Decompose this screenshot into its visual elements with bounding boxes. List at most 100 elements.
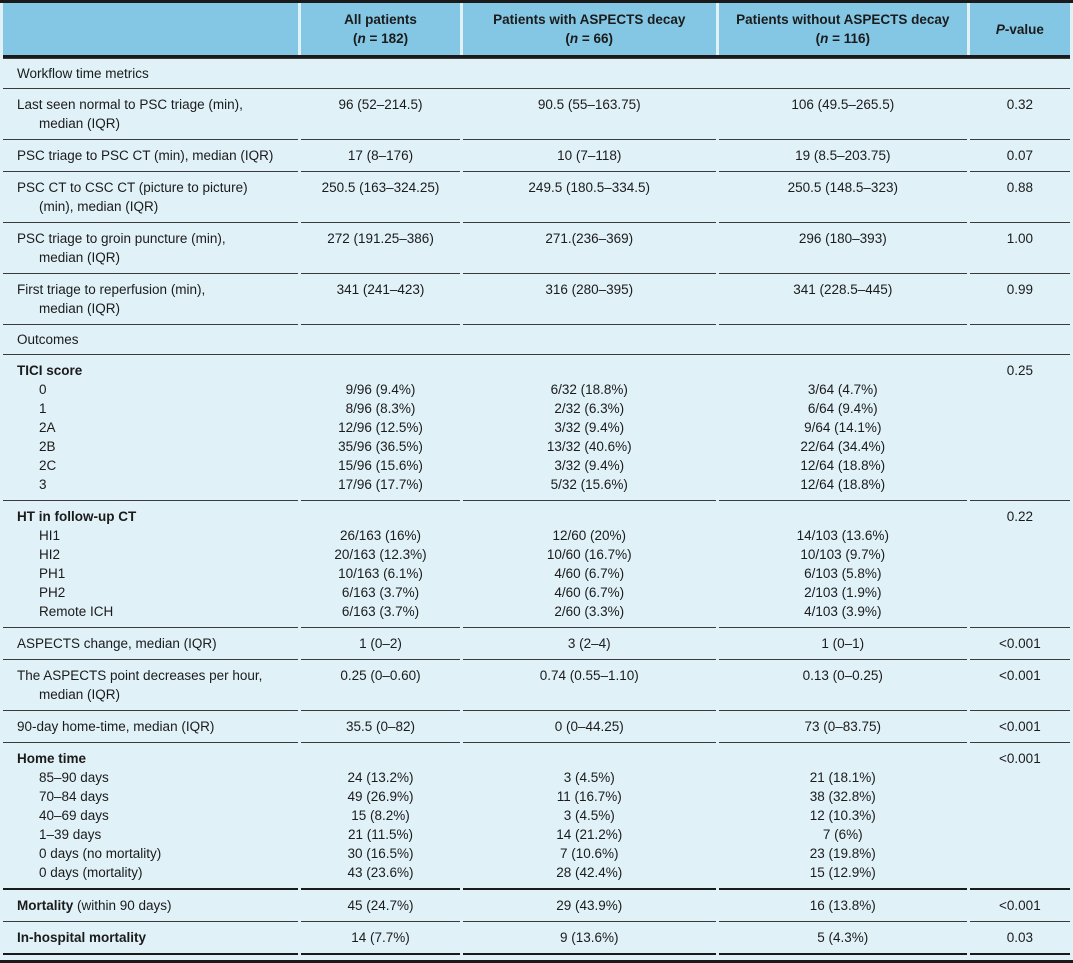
value-cell: 341 (228.5–445) <box>718 274 967 325</box>
group-item-value: 11 (16.7%) <box>556 789 622 804</box>
group-item-label: PH2 <box>39 585 66 600</box>
row-label-line2: (min), median (IQR) <box>39 199 159 214</box>
row-label: ASPECTS change, median (IQR) <box>3 628 299 660</box>
group-item-label: 1–39 days <box>39 827 102 842</box>
p-value-cell: 0.88 <box>969 172 1070 223</box>
group-item-label: 0 <box>39 382 47 397</box>
p-value-cell: 0.03 <box>969 922 1070 955</box>
row-label-line2: median (IQR) <box>39 250 121 265</box>
value-cell: 316 (280–395) <box>462 274 716 325</box>
group-value-spacer <box>721 749 965 768</box>
row-label-text: Last seen normal to PSC triage (min), <box>17 97 243 112</box>
table-row: PSC triage to PSC CT (min), median (IQR)… <box>3 140 1070 172</box>
column-header-p-value: P-value <box>969 3 1070 55</box>
row-label-line: PSC CT to CSC CT (picture to picture) <box>17 178 294 197</box>
group-item-value: 9/96 (9.4%) <box>345 382 416 397</box>
row-label-text: The ASPECTS point decreases per hour, <box>17 668 263 683</box>
group-item-value: 2/32 (6.3%) <box>554 401 625 416</box>
p-value-cell: 0.32 <box>969 89 1070 140</box>
value-cell: 73 (0–83.75) <box>718 711 967 743</box>
row-label: First triage to reperfusion (min), median… <box>3 274 299 325</box>
table-row: PSC triage to groin puncture (min), media… <box>3 223 1070 274</box>
section-label: Workflow time metrics <box>3 59 1070 89</box>
group-title: Home time <box>17 751 87 766</box>
column-n: (n = 182) <box>352 31 409 46</box>
row-label-line: The ASPECTS point decreases per hour, <box>17 666 294 685</box>
column-n: (n = 66) <box>565 31 614 46</box>
group-item-value: 10/163 (6.1%) <box>338 566 423 581</box>
group-item-value: 7 (10.6%) <box>559 846 619 861</box>
group-value-spacer <box>303 507 457 526</box>
value-cell: 17 (8–176) <box>301 140 460 172</box>
row-label: PSC triage to PSC CT (min), median (IQR) <box>3 140 299 172</box>
row-label-line: In-hospital mortality <box>17 928 294 947</box>
group-value-cell: 12/60 (20%) 10/60 (16.7%) 4/60 (6.7%) 4/60 … <box>462 501 716 628</box>
row-label-text: ASPECTS change, median (IQR) <box>17 636 217 651</box>
table-row: ASPECTS change, median (IQR) 1 (0–2) 3 (2–… <box>3 628 1070 660</box>
value-cell: 10 (7–118) <box>462 140 716 172</box>
group-label-cell: Home time 85–90 days 70–84 days 40–69 days 1… <box>3 743 299 890</box>
table-row: In-hospital mortality 14 (7.7%) 9 (13.6%) 5… <box>3 922 1070 955</box>
p-value-cell: 0.22 <box>969 501 1070 628</box>
group-value-spacer <box>721 361 965 380</box>
group-value-cell: 21 (18.1%) 38 (32.8%) 12 (10.3%) 7 (6%) 23 (… <box>718 743 967 890</box>
group-value-cell: 3/64 (4.7%) 6/64 (9.4%) 9/64 (14.1%) 22/64 … <box>718 355 967 501</box>
group-value-spacer <box>465 749 714 768</box>
row-label-bold: In-hospital mortality <box>17 930 147 945</box>
group-item-value: 6/163 (3.7%) <box>341 585 420 600</box>
row-label-text: PSC CT to CSC CT (picture to picture) <box>17 180 248 195</box>
group-value-spacer <box>303 749 457 768</box>
group-item-label: 70–84 days <box>39 789 109 804</box>
section-row: Outcomes <box>3 325 1070 355</box>
group-item-value: 12/64 (18.8%) <box>800 458 886 473</box>
group-item-value: 10/60 (16.7%) <box>546 547 632 562</box>
section-row: Workflow time metrics <box>3 59 1070 89</box>
value-cell: 29 (43.9%) <box>462 890 716 922</box>
column-n: (n = 116) <box>815 31 870 46</box>
p-value-cell: <0.001 <box>969 743 1070 890</box>
row-label: The ASPECTS point decreases per hour, med… <box>3 660 299 711</box>
row-label-bold: Mortality <box>17 898 74 913</box>
group-item-value: 49 (26.9%) <box>347 789 414 804</box>
group-item-value: 12/96 (12.5%) <box>338 420 423 435</box>
row-label-text: 90-day home-time, median (IQR) <box>17 719 215 734</box>
group-item-value: 21 (11.5%) <box>347 827 414 842</box>
group-item-value: 22/64 (34.4%) <box>800 439 886 454</box>
row-label-line: Mortality (within 90 days) <box>17 896 294 915</box>
group-item-label: 2B <box>39 439 56 454</box>
group-item-value: 21 (18.1%) <box>809 770 876 785</box>
table-row: The ASPECTS point decreases per hour, med… <box>3 660 1070 711</box>
table-row: First triage to reperfusion (min), median… <box>3 274 1070 325</box>
group-item-value: 38 (32.8%) <box>809 789 876 804</box>
group-item-value: 8/96 (8.3%) <box>345 401 416 416</box>
column-header-blank <box>3 3 299 55</box>
group-item-label: 0 days (no mortality) <box>39 846 162 861</box>
table-row: Mortality (within 90 days) 45 (24.7%) 29 (… <box>3 890 1070 922</box>
section-label: Outcomes <box>3 325 1070 355</box>
group-value-cell: 9/96 (9.4%) 8/96 (8.3%) 12/96 (12.5%) 35/96… <box>301 355 460 501</box>
value-cell: 9 (13.6%) <box>462 922 716 955</box>
group-item-label: PH1 <box>39 566 66 581</box>
p-value-cell: <0.001 <box>969 890 1070 922</box>
group-item-value: 3/64 (4.7%) <box>807 382 878 397</box>
group-item-value: 12/64 (18.8%) <box>800 477 886 492</box>
group-item-value: 6/103 (5.8%) <box>804 566 882 581</box>
group-item-value: 26/163 (16%) <box>339 528 422 543</box>
group-title: HT in follow-up CT <box>17 509 137 524</box>
table-header-row: All patients (n = 182) Patients with ASP… <box>3 3 1070 55</box>
row-label: PSC triage to groin puncture (min), media… <box>3 223 299 274</box>
row-label: 90-day home-time, median (IQR) <box>3 711 299 743</box>
column-header-without-decay: Patients without ASPECTS decay (n = 116) <box>718 3 967 55</box>
group-item-value: 3 (4.5%) <box>563 770 615 785</box>
value-cell: 106 (49.5–265.5) <box>718 89 967 140</box>
row-label-line: First triage to reperfusion (min), <box>17 280 294 299</box>
table-row: PSC CT to CSC CT (picture to picture) (mi… <box>3 172 1070 223</box>
value-cell: 249.5 (180.5–334.5) <box>462 172 716 223</box>
group-value-cell: 3 (4.5%) 11 (16.7%) 3 (4.5%) 14 (21.2%) 7 (1… <box>462 743 716 890</box>
group-item-value: 10/103 (9.7%) <box>800 547 886 562</box>
row-label-line: Last seen normal to PSC triage (min), <box>17 95 294 114</box>
group-item-value: 6/64 (9.4%) <box>807 401 878 416</box>
group-item-label: Remote ICH <box>39 604 114 619</box>
group-value-spacer <box>465 361 714 380</box>
row-label-text: (within 90 days) <box>73 898 172 913</box>
